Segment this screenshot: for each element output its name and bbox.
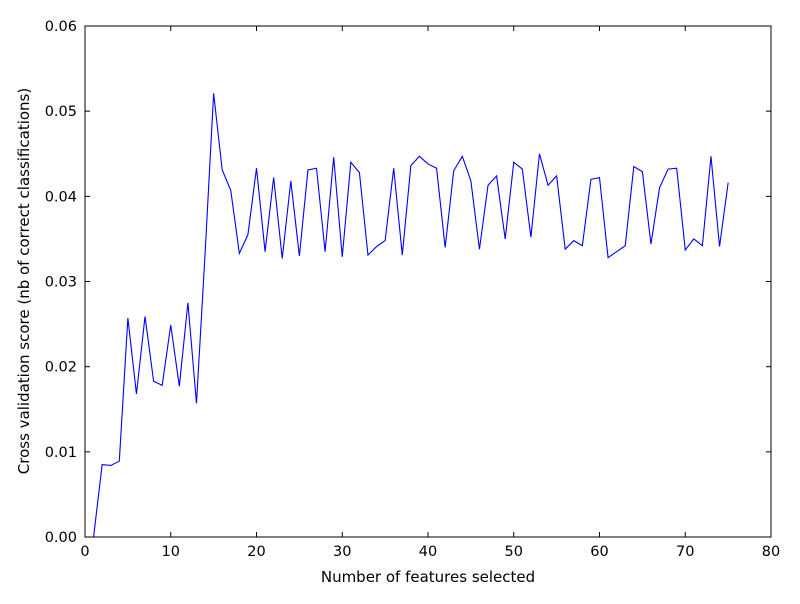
x-tick-label: 0	[80, 544, 89, 560]
y-tick-label: 0.05	[45, 104, 77, 120]
x-tick-label: 40	[419, 544, 437, 560]
x-tick-label: 50	[505, 544, 523, 560]
y-tick-label: 0.02	[45, 360, 77, 376]
y-tick-label: 0.06	[45, 19, 77, 35]
series-line-0	[93, 93, 729, 538]
y-tick-label: 0.01	[45, 445, 77, 461]
y-tick-label: 0.00	[45, 530, 77, 546]
plot-frame	[84, 25, 772, 538]
y-tick-label: 0.03	[45, 275, 77, 291]
x-tick-label: 80	[762, 544, 780, 560]
y-tick-label: 0.04	[45, 189, 77, 205]
x-tick-label: 10	[162, 544, 180, 560]
y-axis-label: Cross validation score (nb of correct cl…	[15, 88, 33, 474]
x-tick-label: 60	[590, 544, 608, 560]
x-tick-label: 20	[247, 544, 265, 560]
x-tick-label: 30	[333, 544, 351, 560]
x-tick-label: 70	[676, 544, 694, 560]
x-axis-label: Number of features selected	[321, 568, 535, 586]
